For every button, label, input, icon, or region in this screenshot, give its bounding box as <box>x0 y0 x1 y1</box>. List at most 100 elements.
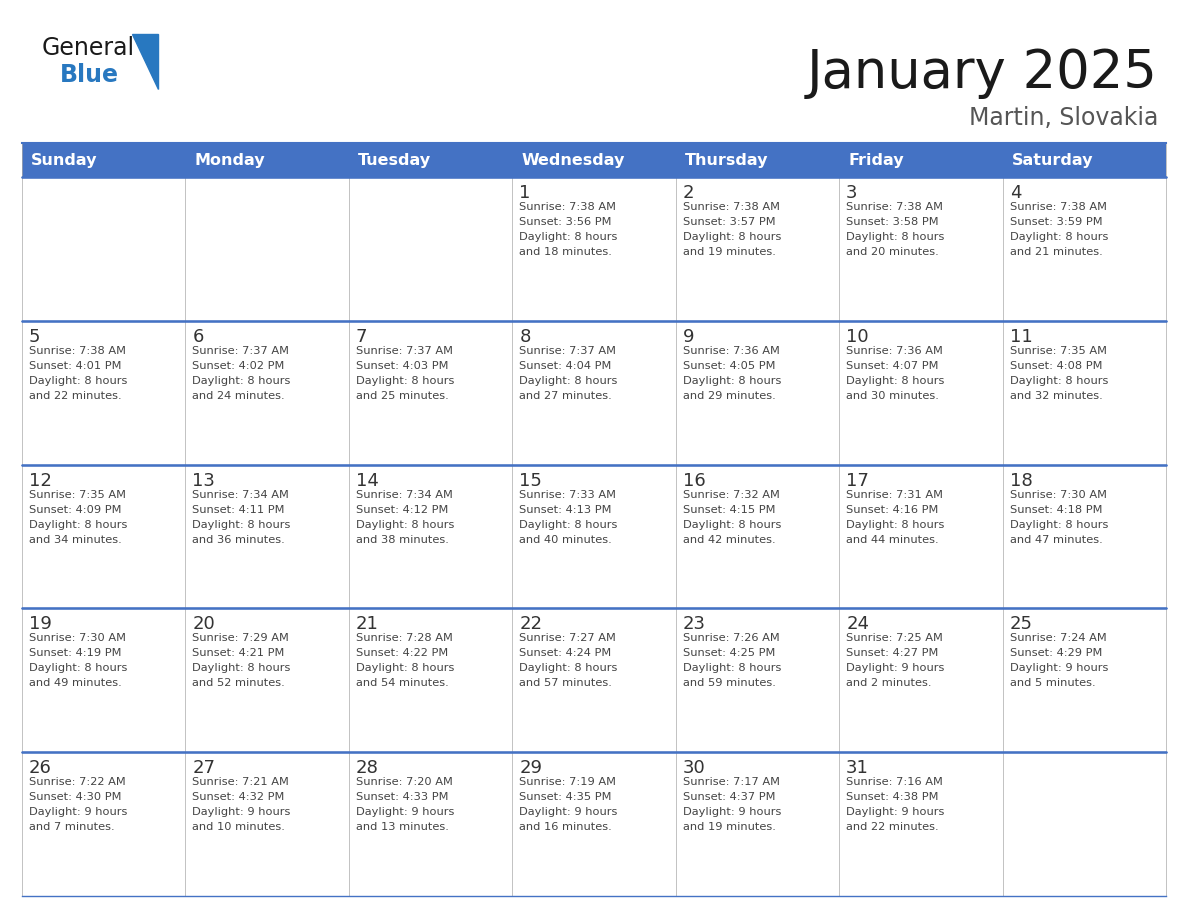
Text: Daylight: 8 hours: Daylight: 8 hours <box>683 375 781 386</box>
Text: Sunrise: 7:27 AM: Sunrise: 7:27 AM <box>519 633 617 644</box>
Text: Daylight: 8 hours: Daylight: 8 hours <box>846 375 944 386</box>
Text: Daylight: 8 hours: Daylight: 8 hours <box>846 520 944 530</box>
Text: Daylight: 9 hours: Daylight: 9 hours <box>519 807 618 817</box>
Text: Daylight: 9 hours: Daylight: 9 hours <box>683 807 781 817</box>
Text: Sunrise: 7:37 AM: Sunrise: 7:37 AM <box>519 346 617 356</box>
Text: Blue: Blue <box>61 63 119 87</box>
Text: and 40 minutes.: and 40 minutes. <box>519 534 612 544</box>
Text: Daylight: 8 hours: Daylight: 8 hours <box>192 664 291 674</box>
Text: Daylight: 8 hours: Daylight: 8 hours <box>846 232 944 242</box>
Text: 7: 7 <box>356 328 367 346</box>
Text: Daylight: 9 hours: Daylight: 9 hours <box>356 807 454 817</box>
Text: and 19 minutes.: and 19 minutes. <box>683 247 776 257</box>
Text: and 36 minutes.: and 36 minutes. <box>192 534 285 544</box>
Text: Sunset: 4:09 PM: Sunset: 4:09 PM <box>29 505 121 515</box>
Text: and 7 minutes.: and 7 minutes. <box>29 823 114 833</box>
Text: 4: 4 <box>1010 184 1020 202</box>
Text: 15: 15 <box>519 472 542 489</box>
Text: 29: 29 <box>519 759 542 778</box>
Text: Sunset: 4:29 PM: Sunset: 4:29 PM <box>1010 648 1102 658</box>
Text: Daylight: 8 hours: Daylight: 8 hours <box>29 375 127 386</box>
Text: Sunrise: 7:17 AM: Sunrise: 7:17 AM <box>683 778 779 788</box>
Text: and 2 minutes.: and 2 minutes. <box>846 678 931 688</box>
Text: Sunset: 4:02 PM: Sunset: 4:02 PM <box>192 361 285 371</box>
Bar <box>23 143 1165 177</box>
Text: Sunset: 4:05 PM: Sunset: 4:05 PM <box>683 361 776 371</box>
Text: and 57 minutes.: and 57 minutes. <box>519 678 612 688</box>
Text: Sunset: 4:37 PM: Sunset: 4:37 PM <box>683 792 776 802</box>
Text: 26: 26 <box>29 759 52 778</box>
Text: Sunrise: 7:35 AM: Sunrise: 7:35 AM <box>29 489 126 499</box>
Text: Daylight: 9 hours: Daylight: 9 hours <box>846 664 944 674</box>
Text: Sunset: 4:33 PM: Sunset: 4:33 PM <box>356 792 448 802</box>
Text: 9: 9 <box>683 328 694 346</box>
Text: Sunrise: 7:30 AM: Sunrise: 7:30 AM <box>29 633 126 644</box>
Text: Sunset: 4:25 PM: Sunset: 4:25 PM <box>683 648 775 658</box>
Bar <box>23 320 1165 465</box>
Text: Sunset: 3:57 PM: Sunset: 3:57 PM <box>683 217 776 227</box>
Text: Daylight: 9 hours: Daylight: 9 hours <box>192 807 291 817</box>
Text: Sunrise: 7:26 AM: Sunrise: 7:26 AM <box>683 633 779 644</box>
Text: Sunrise: 7:21 AM: Sunrise: 7:21 AM <box>192 778 290 788</box>
Text: Martin, Slovakia: Martin, Slovakia <box>968 106 1158 130</box>
Text: and 22 minutes.: and 22 minutes. <box>29 391 121 401</box>
Text: Sunday: Sunday <box>31 152 97 167</box>
Text: Sunrise: 7:36 AM: Sunrise: 7:36 AM <box>846 346 943 356</box>
Text: Daylight: 8 hours: Daylight: 8 hours <box>683 664 781 674</box>
Text: and 27 minutes.: and 27 minutes. <box>519 391 612 401</box>
Text: 21: 21 <box>356 615 379 633</box>
Text: and 16 minutes.: and 16 minutes. <box>519 823 612 833</box>
Text: Sunset: 4:19 PM: Sunset: 4:19 PM <box>29 648 121 658</box>
Text: Daylight: 8 hours: Daylight: 8 hours <box>192 520 291 530</box>
Text: Sunset: 4:32 PM: Sunset: 4:32 PM <box>192 792 285 802</box>
Text: Sunrise: 7:25 AM: Sunrise: 7:25 AM <box>846 633 943 644</box>
Text: Sunrise: 7:38 AM: Sunrise: 7:38 AM <box>29 346 126 356</box>
Text: Daylight: 9 hours: Daylight: 9 hours <box>29 807 127 817</box>
Text: Sunset: 4:08 PM: Sunset: 4:08 PM <box>1010 361 1102 371</box>
Text: and 24 minutes.: and 24 minutes. <box>192 391 285 401</box>
Text: Daylight: 8 hours: Daylight: 8 hours <box>683 232 781 242</box>
Text: Daylight: 8 hours: Daylight: 8 hours <box>519 375 618 386</box>
Text: Sunrise: 7:38 AM: Sunrise: 7:38 AM <box>1010 202 1106 212</box>
Text: Sunrise: 7:16 AM: Sunrise: 7:16 AM <box>846 778 943 788</box>
Text: Sunrise: 7:34 AM: Sunrise: 7:34 AM <box>356 489 453 499</box>
Text: and 54 minutes.: and 54 minutes. <box>356 678 449 688</box>
Text: Sunrise: 7:36 AM: Sunrise: 7:36 AM <box>683 346 779 356</box>
Text: Sunrise: 7:29 AM: Sunrise: 7:29 AM <box>192 633 290 644</box>
Text: Sunset: 4:35 PM: Sunset: 4:35 PM <box>519 792 612 802</box>
Text: and 38 minutes.: and 38 minutes. <box>356 534 449 544</box>
Text: Daylight: 8 hours: Daylight: 8 hours <box>1010 520 1108 530</box>
Text: 17: 17 <box>846 472 868 489</box>
Text: and 59 minutes.: and 59 minutes. <box>683 678 776 688</box>
Text: and 42 minutes.: and 42 minutes. <box>683 534 776 544</box>
Text: Daylight: 8 hours: Daylight: 8 hours <box>1010 375 1108 386</box>
Text: 12: 12 <box>29 472 52 489</box>
Text: January 2025: January 2025 <box>807 47 1158 99</box>
Text: 28: 28 <box>356 759 379 778</box>
Text: Sunrise: 7:35 AM: Sunrise: 7:35 AM <box>1010 346 1106 356</box>
Text: 10: 10 <box>846 328 868 346</box>
Text: 20: 20 <box>192 615 215 633</box>
Text: Sunset: 4:01 PM: Sunset: 4:01 PM <box>29 361 121 371</box>
Text: Sunset: 4:21 PM: Sunset: 4:21 PM <box>192 648 285 658</box>
Text: Sunrise: 7:34 AM: Sunrise: 7:34 AM <box>192 489 290 499</box>
Text: Sunset: 4:11 PM: Sunset: 4:11 PM <box>192 505 285 515</box>
Text: Daylight: 8 hours: Daylight: 8 hours <box>29 520 127 530</box>
Text: 14: 14 <box>356 472 379 489</box>
Text: Daylight: 9 hours: Daylight: 9 hours <box>846 807 944 817</box>
Text: and 20 minutes.: and 20 minutes. <box>846 247 939 257</box>
Text: Sunrise: 7:38 AM: Sunrise: 7:38 AM <box>519 202 617 212</box>
Text: and 29 minutes.: and 29 minutes. <box>683 391 776 401</box>
Text: Sunrise: 7:19 AM: Sunrise: 7:19 AM <box>519 778 617 788</box>
Text: Sunrise: 7:38 AM: Sunrise: 7:38 AM <box>683 202 779 212</box>
Text: 6: 6 <box>192 328 204 346</box>
Text: Sunset: 4:27 PM: Sunset: 4:27 PM <box>846 648 939 658</box>
Text: Thursday: Thursday <box>684 152 769 167</box>
Text: Daylight: 8 hours: Daylight: 8 hours <box>356 375 454 386</box>
Text: Sunset: 4:03 PM: Sunset: 4:03 PM <box>356 361 448 371</box>
Text: Sunset: 4:22 PM: Sunset: 4:22 PM <box>356 648 448 658</box>
Bar <box>23 465 1165 609</box>
Text: and 34 minutes.: and 34 minutes. <box>29 534 121 544</box>
Text: and 10 minutes.: and 10 minutes. <box>192 823 285 833</box>
Text: Daylight: 8 hours: Daylight: 8 hours <box>1010 232 1108 242</box>
